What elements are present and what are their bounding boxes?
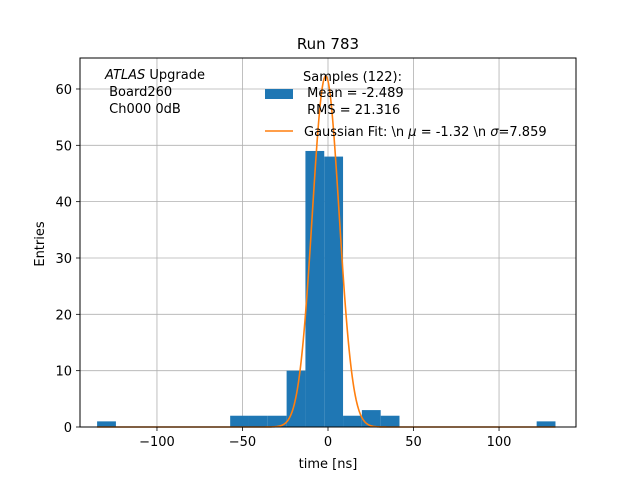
legend-fit-mu: μ xyxy=(407,125,416,140)
histogram-bar xyxy=(536,421,556,427)
legend-fit-post: =7.859 xyxy=(499,125,547,140)
x-tick-label: −100 xyxy=(139,435,175,450)
legend-fit-sigma: σ xyxy=(490,125,499,140)
x-axis-ticks: −100 −50 0 50 100 xyxy=(139,427,511,450)
atlas-annotation: ATLAS Upgrade Board260 Ch000 0dB xyxy=(104,68,205,117)
y-axis-ticks: 0 10 20 30 40 50 60 xyxy=(55,83,80,436)
legend-histogram-line-2: Mean = -2.489 xyxy=(303,86,404,101)
legend-fit-mid: = -1.32 \n xyxy=(417,125,491,140)
y-tick-label: 50 xyxy=(55,139,72,154)
histogram-bar xyxy=(97,421,116,427)
histogram-bar xyxy=(343,415,362,427)
x-tick-label: 100 xyxy=(487,435,512,450)
histogram-bar xyxy=(380,415,400,427)
y-tick-label: 40 xyxy=(55,196,72,211)
histogram-bar xyxy=(324,156,344,428)
y-tick-label: 10 xyxy=(55,365,72,380)
histogram-bar xyxy=(248,415,268,427)
legend-histogram-swatch xyxy=(265,89,293,99)
histogram-bar xyxy=(230,415,249,427)
histogram-bar xyxy=(361,410,381,427)
histogram-bar xyxy=(305,150,325,427)
x-tick-label: −50 xyxy=(229,435,256,450)
x-axis-label: time [ns] xyxy=(299,457,358,472)
y-tick-label: 60 xyxy=(55,83,72,98)
y-axis-label: Entries xyxy=(33,221,48,267)
x-tick-label: 50 xyxy=(405,435,422,450)
x-tick-label: 0 xyxy=(324,435,332,450)
y-tick-label: 20 xyxy=(55,308,72,323)
y-tick-label: 30 xyxy=(55,252,72,267)
legend-fit-label: Gaussian Fit: \n μ = -1.32 \n σ=7.859 xyxy=(304,125,547,140)
legend-fit-pre: Gaussian Fit: \n xyxy=(304,125,408,140)
legend: Samples (122): Mean = -2.489 RMS = 21.31… xyxy=(265,70,547,140)
legend-histogram-line-1: Samples (122): xyxy=(303,70,402,85)
annotation-line-2: Board260 xyxy=(105,85,172,100)
annotation-atlas: ATLAS xyxy=(104,68,145,83)
annotation-upgrade: Upgrade xyxy=(145,68,205,83)
annotation-line-3: Ch000 0dB xyxy=(105,102,181,117)
y-tick-label: 0 xyxy=(64,421,72,436)
histogram-bar xyxy=(267,415,287,427)
annotation-line-1: ATLAS Upgrade xyxy=(104,68,205,83)
chart-title: Run 783 xyxy=(297,35,359,53)
legend-histogram-line-3: RMS = 21.316 xyxy=(303,103,400,118)
